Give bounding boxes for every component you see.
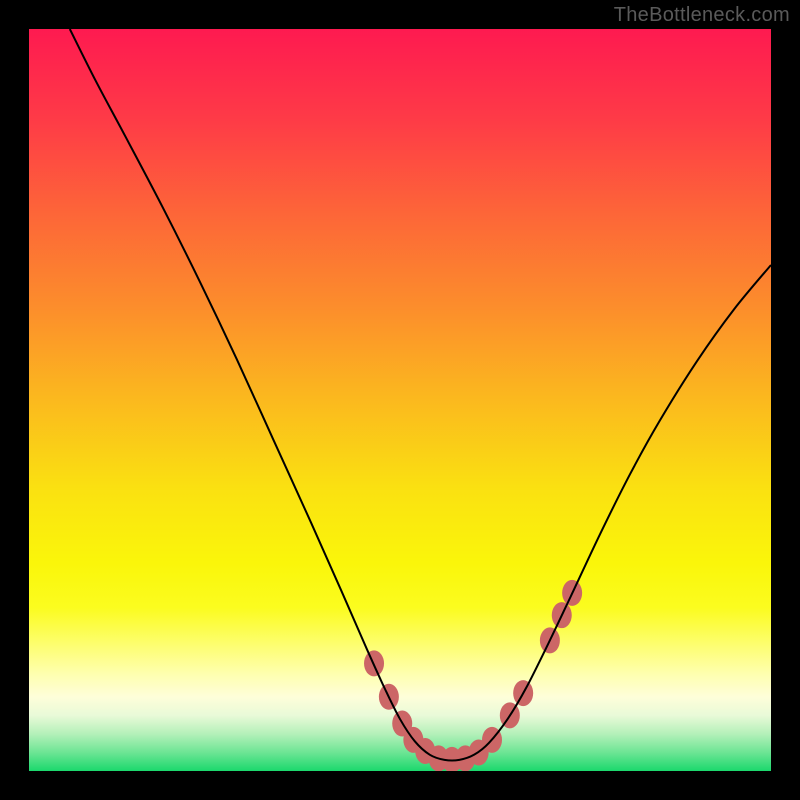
watermark-text: TheBottleneck.com <box>614 4 790 27</box>
bottleneck-chart <box>0 0 800 800</box>
chart-container: TheBottleneck.com <box>0 0 800 800</box>
plot-background-gradient <box>29 29 771 771</box>
